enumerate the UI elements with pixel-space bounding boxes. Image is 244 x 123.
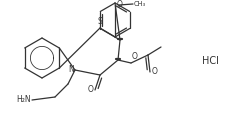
Text: O: O <box>152 68 158 77</box>
Text: N: N <box>68 66 74 75</box>
Text: H₂N: H₂N <box>16 95 31 105</box>
Text: CH₃: CH₃ <box>134 1 146 7</box>
Text: HCl: HCl <box>202 56 218 66</box>
Text: O: O <box>87 85 93 94</box>
Text: S: S <box>98 17 102 26</box>
Text: O: O <box>116 0 122 9</box>
Text: O: O <box>132 52 138 61</box>
